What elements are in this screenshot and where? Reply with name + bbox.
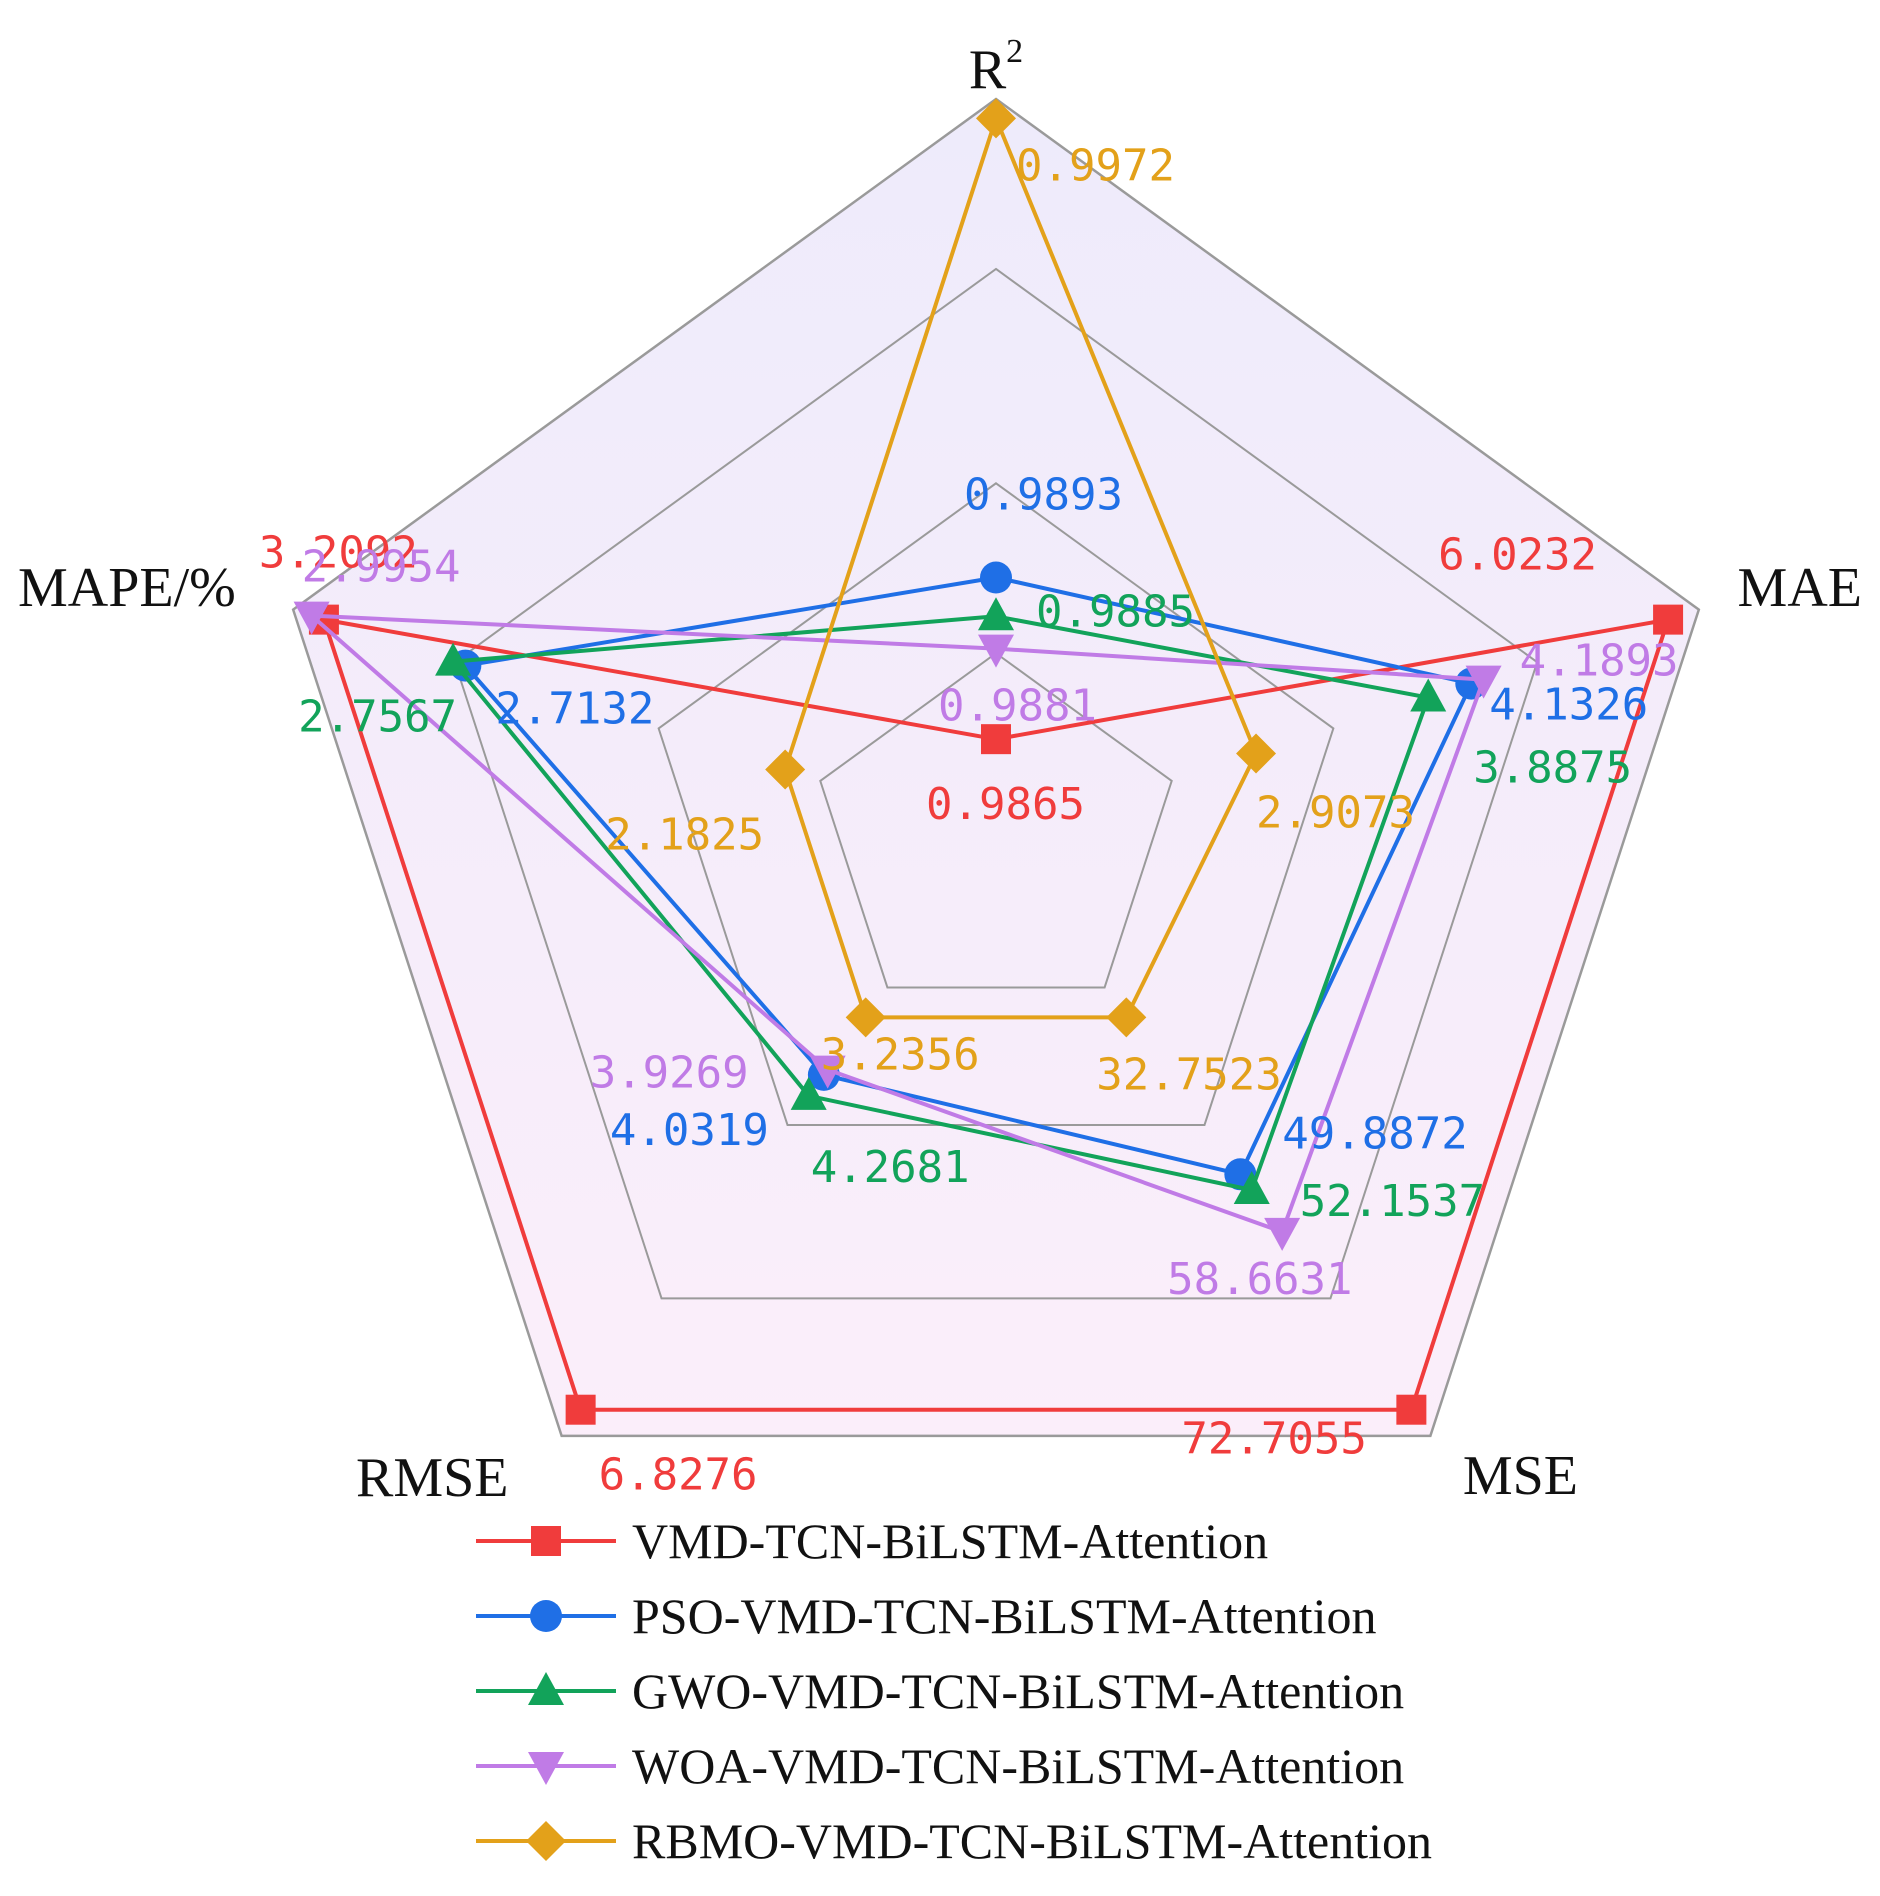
legend-marker-rbmo [526, 1821, 566, 1861]
value-label-vmd-mse: 72.7055 [1181, 1414, 1366, 1465]
legend-label-rbmo: RBMO-VMD-TCN-BiLSTM-Attention [632, 1813, 1432, 1869]
legend-item-woa: WOA-VMD-TCN-BiLSTM-Attention [476, 1738, 1404, 1794]
value-label-gwo-mape: 2.7567 [298, 692, 457, 743]
legend-label-woa: WOA-VMD-TCN-BiLSTM-Attention [632, 1738, 1404, 1794]
axis-label-r2: R2 [969, 33, 1023, 101]
series-layer [293, 98, 1684, 1425]
series-line-vmd [321, 617, 1671, 1412]
value-label-vmd-r2: 0.9865 [926, 779, 1085, 830]
value-labels: 0.9865 6.0232 72.7055 6.8276 3.2092 0.9893 4.1… [259, 140, 1679, 1500]
legend-item-pso: PSO-VMD-TCN-BiLSTM-Attention [476, 1588, 1376, 1644]
value-label-rbmo-mape: 2.1825 [605, 810, 764, 861]
value-label-gwo-mse: 52.1537 [1300, 1176, 1485, 1227]
point-gwo-mape [435, 642, 472, 676]
axis-labels: R2 MAE MSE RMSE MAPE/% [18, 33, 1862, 1509]
legend-label-vmd: VMD-TCN-BiLSTM-Attention [632, 1513, 1268, 1569]
value-label-gwo-rmse: 4.2681 [811, 1142, 970, 1193]
value-label-rbmo-mae: 2.9073 [1256, 788, 1415, 839]
series-rbmo [765, 98, 1277, 1038]
point-gwo-rmse [790, 1076, 827, 1110]
value-label-rbmo-r2: 0.9972 [1016, 140, 1175, 191]
legend-marker-woa [528, 1752, 564, 1785]
point-rbmo-mse [1106, 997, 1147, 1038]
value-label-pso-mae: 4.1326 [1489, 680, 1648, 731]
axis-label-mape: MAPE/% [18, 557, 236, 619]
legend: VMD-TCN-BiLSTM-Attention PSO-VMD-TCN-BiLS… [476, 1513, 1432, 1869]
grid-ring-2 [453, 267, 1539, 1300]
legend-marker-gwo [528, 1672, 564, 1705]
point-woa-r2 [978, 634, 1014, 668]
value-label-gwo-mae: 3.8875 [1473, 743, 1632, 794]
legend-marker-vmd [531, 1526, 561, 1556]
point-vmd-rmse [565, 1394, 596, 1425]
value-label-pso-r2: 0.9893 [964, 470, 1123, 521]
series-line-pso [463, 575, 1474, 1177]
point-vmd-mse [1396, 1394, 1427, 1425]
point-rbmo-mape [765, 749, 806, 790]
legend-item-vmd: VMD-TCN-BiLSTM-Attention [476, 1513, 1268, 1569]
value-label-pso-rmse: 4.0319 [610, 1105, 769, 1156]
value-label-woa-mae: 4.1893 [1520, 636, 1679, 687]
point-woa-mae [1465, 665, 1502, 699]
point-rbmo-rmse [845, 997, 886, 1038]
value-label-gwo-r2: 0.9885 [1036, 586, 1195, 637]
value-label-vmd-mae: 6.0232 [1438, 530, 1597, 581]
value-label-woa-mse: 58.6631 [1167, 1254, 1352, 1305]
point-rbmo-mae [1236, 733, 1277, 774]
grid-ring-1 [291, 97, 1701, 1438]
legend-item-gwo: GWO-VMD-TCN-BiLSTM-Attention [476, 1663, 1404, 1719]
value-label-rbmo-mse: 32.7523 [1096, 1049, 1281, 1100]
point-gwo-mae [1410, 678, 1447, 712]
value-label-rbmo-rmse: 3.2356 [821, 1029, 980, 1080]
point-woa-rmse [809, 1055, 846, 1089]
grid-ring-4 [819, 652, 1173, 989]
value-label-vmd-rmse: 6.8276 [599, 1450, 758, 1501]
point-gwo-mse [1233, 1170, 1270, 1204]
series-woa [293, 601, 1502, 1251]
series-line-rbmo [783, 116, 1259, 1020]
point-vmd-r2 [981, 724, 1011, 755]
point-gwo-r2 [978, 597, 1014, 631]
axis-label-rmse: RMSE [356, 1447, 509, 1509]
legend-marker-pso [530, 1600, 562, 1632]
value-label-pso-mse: 49.8872 [1282, 1108, 1467, 1159]
value-label-pso-mape: 2.7132 [495, 684, 654, 735]
series-line-woa [309, 613, 1486, 1234]
point-woa-mse [1264, 1217, 1301, 1251]
value-label-vmd-mape: 3.2092 [259, 528, 418, 579]
point-woa-mape [293, 601, 330, 635]
point-rbmo-r2 [976, 98, 1016, 139]
legend-label-gwo: GWO-VMD-TCN-BiLSTM-Attention [632, 1663, 1404, 1719]
series-vmd [308, 604, 1684, 1425]
point-vmd-mae [1653, 604, 1684, 635]
legend-label-pso: PSO-VMD-TCN-BiLSTM-Attention [632, 1588, 1376, 1644]
legend-item-rbmo: RBMO-VMD-TCN-BiLSTM-Attention [476, 1813, 1432, 1869]
value-label-woa-rmse: 3.9269 [590, 1048, 749, 1099]
axis-label-mse: MSE [1463, 1445, 1578, 1507]
axis-label-mae: MAE [1738, 557, 1862, 619]
value-label-woa-r2: 0.9881 [938, 681, 1097, 732]
value-label-woa-mape: 2.9954 [302, 542, 461, 593]
point-pso-r2 [980, 561, 1012, 594]
